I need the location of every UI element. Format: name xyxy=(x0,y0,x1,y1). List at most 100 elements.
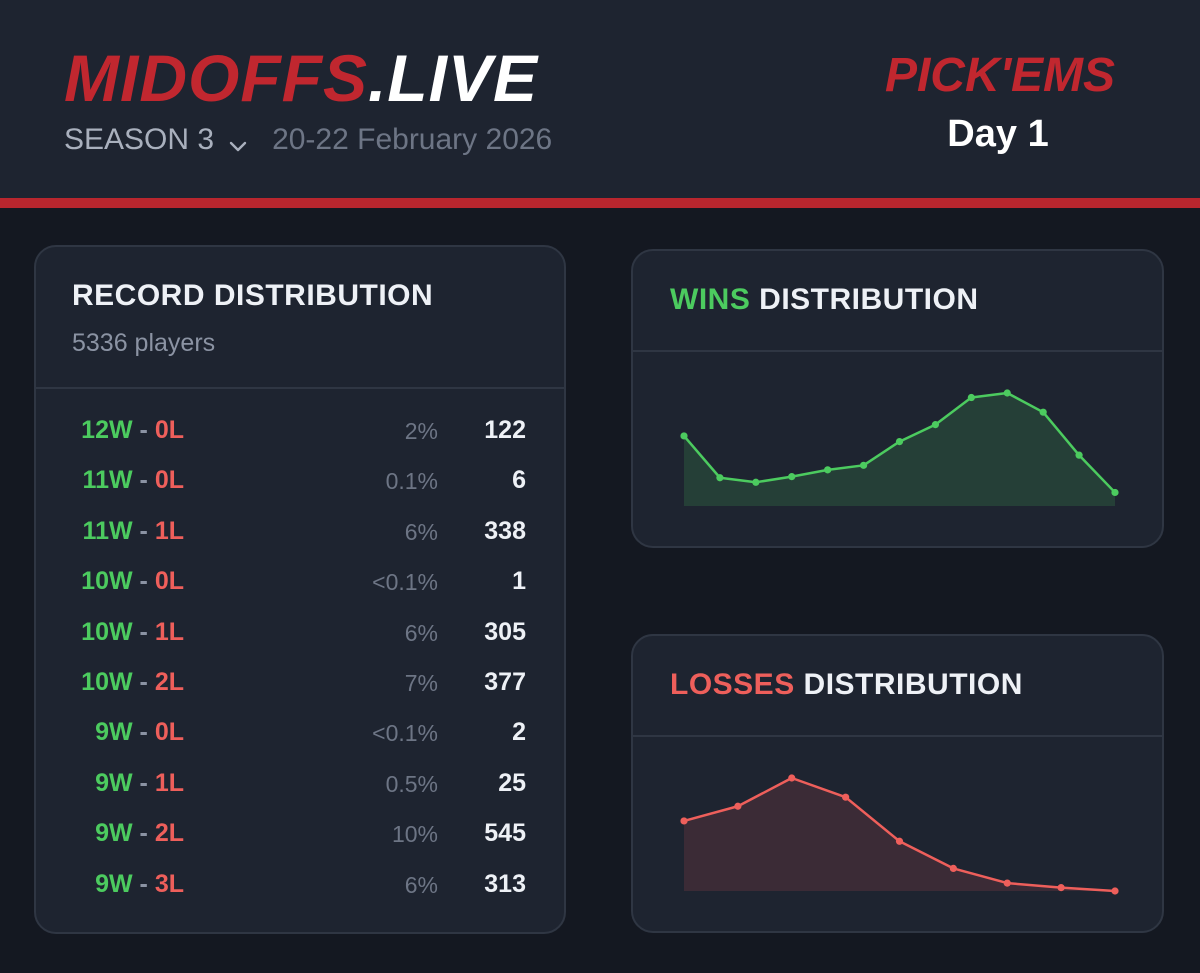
losses-point xyxy=(1057,884,1065,892)
record-losses: 1L xyxy=(154,516,184,545)
record-count: 338 xyxy=(484,516,526,545)
record-count: 305 xyxy=(484,617,526,646)
wins-title-rest: DISTRIBUTION xyxy=(750,283,979,316)
record-separator: - xyxy=(139,667,148,696)
losses-title-accent: LOSSES xyxy=(670,668,795,701)
record-row: 9W - 0L <0.1% 2 xyxy=(36,712,564,762)
record-row: 9W - 2L 10% 545 xyxy=(36,813,564,863)
record-count: 25 xyxy=(498,768,526,797)
record-wins: 9W xyxy=(95,869,133,898)
record-percent: 7% xyxy=(404,669,438,696)
record-losses: 2L xyxy=(154,667,184,696)
wins-chart-title: WINS DISTRIBUTION xyxy=(670,283,979,317)
record-wins: 11W xyxy=(82,516,133,545)
losses-point xyxy=(949,864,957,872)
record-label: 9W - 3L xyxy=(95,870,184,899)
losses-point xyxy=(895,837,904,845)
losses-distribution-card: LOSSES DISTRIBUTION xyxy=(631,634,1164,933)
record-losses: 1L xyxy=(154,617,184,646)
losses-point xyxy=(1003,879,1011,887)
record-wins: 9W xyxy=(95,718,133,747)
day-label: Day 1 xyxy=(947,113,1049,155)
wins-point xyxy=(967,393,975,402)
record-row: 10W - 0L <0.1% 1 xyxy=(36,561,564,611)
event-dates: 20-22 February 2026 xyxy=(272,123,553,156)
record-percent: 0.1% xyxy=(385,468,438,495)
record-count: 122 xyxy=(484,416,526,444)
record-separator: - xyxy=(139,768,148,797)
record-count: 2 xyxy=(512,718,526,747)
record-row: 9W - 3L 6% 313 xyxy=(36,864,564,914)
record-distribution-title: RECORD DISTRIBUTION xyxy=(72,279,434,312)
divider xyxy=(633,350,1162,352)
record-row: 12W - 0L 2% 122 xyxy=(36,410,564,460)
record-label: 11W - 0L xyxy=(83,466,184,495)
header-accent-bar xyxy=(0,198,1200,208)
record-count: 545 xyxy=(484,819,526,848)
wins-point xyxy=(895,437,904,446)
record-row: 11W - 0L 0.1% 6 xyxy=(36,460,564,510)
pickems-title: PICK'EMS xyxy=(884,49,1116,102)
wins-area xyxy=(684,393,1115,506)
wins-distribution-card: WINS DISTRIBUTION xyxy=(631,249,1164,548)
losses-point xyxy=(680,817,688,825)
wins-point xyxy=(680,432,688,440)
record-separator: - xyxy=(139,869,148,898)
losses-area xyxy=(684,778,1115,891)
record-row: 10W - 2L 7% 377 xyxy=(36,662,564,712)
wins-point xyxy=(1003,389,1011,397)
record-label: 12W - 0L xyxy=(81,416,184,445)
record-wins: 9W xyxy=(95,819,133,848)
record-label: 9W - 2L xyxy=(95,819,184,848)
record-row: 11W - 1L 6% 338 xyxy=(36,511,564,561)
record-wins: 10W xyxy=(81,567,133,596)
record-label: 10W - 2L xyxy=(81,668,184,697)
brand-name: MIDOFFS xyxy=(64,41,368,115)
wins-point xyxy=(824,466,832,474)
wins-point xyxy=(788,473,796,481)
record-percent: <0.1% xyxy=(372,569,438,596)
losses-point xyxy=(788,774,796,782)
wins-point xyxy=(931,421,940,429)
record-label: 9W - 1L xyxy=(95,769,184,798)
wins-point xyxy=(1075,451,1083,459)
divider xyxy=(633,735,1162,737)
record-distribution-card: RECORD DISTRIBUTION 5336 players 12W - 0… xyxy=(34,245,566,934)
brand-domain: .LIVE xyxy=(367,41,539,115)
wins-title-accent: WINS xyxy=(670,283,751,316)
record-count: 1 xyxy=(512,567,526,596)
record-separator: - xyxy=(139,516,148,545)
record-separator: - xyxy=(139,617,148,646)
brand-logo[interactable]: MIDOFFS.LIVE xyxy=(64,38,538,118)
player-count: 5336 players xyxy=(72,329,216,357)
record-label: 9W - 0L xyxy=(95,718,184,747)
losses-title-rest: DISTRIBUTION xyxy=(794,668,1023,701)
wins-point xyxy=(752,478,760,486)
record-wins: 9W xyxy=(95,768,133,797)
losses-chart xyxy=(680,774,1119,895)
wins-point xyxy=(859,461,868,469)
losses-point xyxy=(734,802,742,810)
record-label: 10W - 1L xyxy=(81,618,184,647)
record-percent: <0.1% xyxy=(372,720,438,747)
record-separator: - xyxy=(139,718,148,747)
record-losses: 2L xyxy=(154,819,184,848)
record-percent: 6% xyxy=(404,518,438,545)
header: MIDOFFS.LIVE SEASON 3 20-22 February 202… xyxy=(0,0,1200,198)
wins-chart xyxy=(680,389,1119,506)
season-selector[interactable]: SEASON 3 xyxy=(64,123,272,157)
record-losses: 0L xyxy=(154,718,184,747)
record-wins: 10W xyxy=(81,617,133,646)
record-percent: 10% xyxy=(391,821,438,848)
record-percent: 6% xyxy=(404,619,438,646)
record-separator: - xyxy=(139,819,148,848)
record-separator: - xyxy=(139,416,148,444)
season-row: SEASON 3 20-22 February 2026 xyxy=(64,120,552,160)
record-percent: 0.5% xyxy=(385,770,438,797)
record-label: 10W - 0L xyxy=(81,567,184,596)
record-label: 11W - 1L xyxy=(83,517,184,546)
divider xyxy=(36,387,564,389)
losses-point xyxy=(842,793,850,801)
record-row: 10W - 1L 6% 305 xyxy=(36,612,564,662)
record-count: 313 xyxy=(484,869,526,898)
